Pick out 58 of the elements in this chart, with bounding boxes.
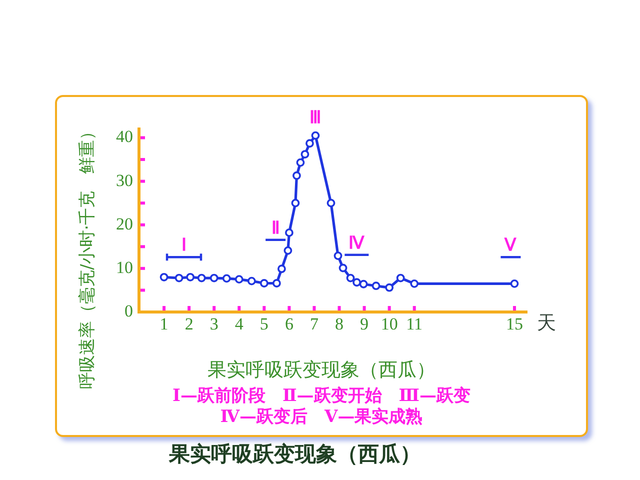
point xyxy=(284,246,292,255)
point xyxy=(410,279,419,288)
x-tick-label: 2 xyxy=(184,314,194,334)
x-tick-label: 8 xyxy=(335,314,344,334)
x-tick-label: 15 xyxy=(506,314,523,334)
x-tick-label: 3 xyxy=(210,314,218,334)
x-tick-label: 10 xyxy=(380,314,398,334)
point xyxy=(311,131,320,140)
point xyxy=(385,283,394,292)
point xyxy=(346,274,355,282)
y-tick-label: 20 xyxy=(116,214,133,234)
y-tick-label: 30 xyxy=(116,170,133,190)
x-tick-label: 4 xyxy=(234,314,244,334)
point xyxy=(372,282,380,290)
y-tick-label: 40 xyxy=(116,127,133,146)
point xyxy=(326,198,336,208)
point xyxy=(352,278,361,287)
x-tick-label: 11 xyxy=(406,314,423,334)
x-axis-title: 天 xyxy=(537,312,556,334)
point xyxy=(272,279,281,288)
point xyxy=(160,272,168,282)
point xyxy=(222,274,231,283)
point xyxy=(247,276,256,286)
point xyxy=(284,228,294,237)
y-axis-title: 呼吸速率（毫克/小时·千克 鲜重） xyxy=(77,122,98,389)
x-tick-label: 1 xyxy=(160,314,168,334)
point xyxy=(174,274,184,282)
y-tick-label: 0 xyxy=(124,301,133,320)
text: 果实呼吸跃变现象（西瓜） xyxy=(208,359,436,381)
point xyxy=(260,279,268,288)
annotation: Ⅱ xyxy=(272,218,280,238)
point xyxy=(197,274,206,282)
point xyxy=(396,274,405,282)
point xyxy=(338,264,348,272)
annotation: Ⅰ xyxy=(182,235,187,254)
point xyxy=(300,150,310,158)
point xyxy=(359,280,368,288)
text: Ⅰ—跃前阶段 Ⅱ—跃变开始 Ⅲ—跃变 xyxy=(172,386,470,406)
point xyxy=(210,274,218,282)
text: Ⅳ—跃变后 Ⅴ—果实成熟 xyxy=(219,407,424,428)
point xyxy=(291,198,300,208)
point xyxy=(186,272,195,282)
x-tick-label: 9 xyxy=(360,314,369,334)
point xyxy=(334,252,342,260)
x-tick-label: 7 xyxy=(310,314,319,334)
annotation: Ⅴ xyxy=(504,235,517,254)
point xyxy=(296,158,305,167)
point xyxy=(234,275,244,284)
annotation: Ⅲ xyxy=(309,108,322,127)
point xyxy=(292,171,301,180)
y-tick-label: 10 xyxy=(116,258,133,277)
point xyxy=(510,279,519,288)
point xyxy=(277,264,286,274)
text: 果实呼吸跃变现象（西瓜） xyxy=(168,442,422,467)
annotation: Ⅳ xyxy=(348,233,366,252)
x-tick-label: 5 xyxy=(260,314,268,334)
x-tick-label: 6 xyxy=(284,314,294,334)
point xyxy=(306,139,314,148)
